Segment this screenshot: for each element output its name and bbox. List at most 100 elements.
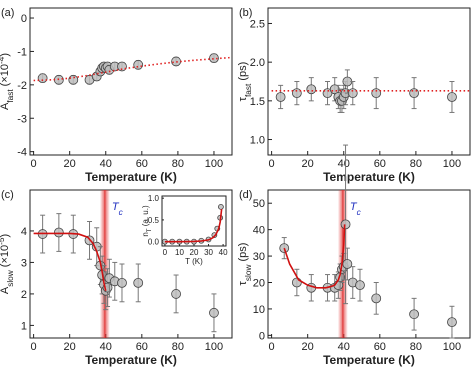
y-axis-label: τfast (ps)	[237, 62, 253, 102]
label-part: slow	[6, 270, 15, 287]
y-tick-label: 30	[253, 251, 265, 263]
y-tick-label: -2	[17, 80, 27, 92]
x-tick-label: 80	[172, 158, 184, 170]
fit-curve	[283, 224, 346, 289]
x-tick-label: 20	[302, 158, 314, 170]
y-axis-label: nT (a. u.)	[141, 205, 153, 237]
label-part: c	[119, 208, 124, 217]
y-tick-label: 0.0	[148, 238, 160, 247]
x-tick-label: 100	[443, 158, 461, 170]
panel-label: (c)	[1, 189, 14, 201]
label-part: slow	[244, 265, 253, 282]
y-tick-label: 40	[253, 225, 265, 237]
x-tick-label: 40	[338, 158, 350, 170]
fit-curve	[33, 232, 107, 291]
x-tick-label: 100	[205, 341, 223, 353]
y-tick-label: 1	[21, 320, 27, 332]
x-tick-label: 100	[205, 158, 223, 170]
y-tick-label: 50	[253, 198, 265, 210]
x-axis-label: Temperature (K)	[323, 170, 415, 184]
label-part: )	[0, 53, 11, 57]
data-point	[37, 73, 48, 84]
label-part: T	[147, 228, 153, 232]
data-point	[133, 277, 144, 288]
y-tick-label: 3	[21, 257, 27, 269]
data-point	[409, 88, 419, 99]
data-point	[409, 309, 419, 320]
label-part: n	[141, 232, 150, 236]
label-part: -5	[0, 237, 6, 245]
label-part: c	[357, 208, 362, 217]
label-part: (×10	[0, 64, 11, 89]
y-tick-label: 2.5	[250, 18, 265, 30]
label-part: T	[112, 201, 120, 213]
x-axis-label: Temperature (K)	[323, 353, 415, 367]
plot-frame	[267, 7, 471, 156]
data-point	[342, 259, 353, 269]
data-point	[447, 92, 457, 102]
y-tick-label: 20	[253, 278, 265, 290]
label-part: (×10	[0, 245, 11, 270]
x-axis-label: Temperature (K)	[85, 170, 177, 184]
x-tick-label: 0	[269, 158, 275, 170]
label-part: (ps)	[237, 62, 249, 84]
panel-label: (d)	[239, 189, 252, 201]
y-tick-label: 1.5	[250, 96, 265, 108]
x-tick-label: 60	[374, 341, 386, 353]
y-tick-label: 10	[253, 304, 265, 316]
data-point	[209, 307, 219, 318]
x-tick-label: 40	[100, 158, 112, 170]
data-point	[371, 88, 382, 99]
fit-curve	[164, 208, 223, 243]
plot-frame	[29, 7, 233, 156]
inset: 0 10 20 30 40 0.0 0.5 1.0 T (K) nT (a. u.)	[141, 194, 228, 266]
x-tick-label: 80	[172, 341, 184, 353]
x-tick-label: 60	[136, 158, 148, 170]
data-point	[53, 227, 64, 238]
panel-label: (a)	[1, 7, 14, 19]
label-part: fast	[6, 89, 15, 103]
x-tick-label: 0	[31, 158, 37, 170]
y-axis-label: τslow (ps)	[237, 243, 253, 286]
x-tick-label: 30	[204, 248, 213, 257]
x-tick-label: 10	[175, 248, 184, 257]
x-axis-label: Temperature (K)	[85, 353, 177, 367]
fit-curve	[33, 56, 233, 82]
data-point	[306, 84, 317, 95]
plot-frame	[267, 189, 471, 339]
data-point	[171, 56, 181, 67]
y-tick-label: 0.5	[148, 216, 160, 225]
y-axis-label: Afast (×10-4)	[0, 53, 15, 110]
data-point	[340, 219, 351, 230]
y-tick-label: -1	[17, 46, 27, 58]
x-tick-label: 20	[64, 341, 76, 353]
y-tick-label: 1.0	[148, 194, 160, 203]
x-tick-label: 40	[219, 248, 228, 257]
tc-label: Tc	[350, 201, 362, 217]
data-point	[171, 289, 181, 299]
data-point	[218, 203, 224, 210]
x-tick-label: 20	[302, 341, 314, 353]
data-point	[291, 277, 302, 288]
label-part: (a. u.)	[141, 205, 150, 228]
data-point	[68, 74, 79, 85]
y-tick-label: 2	[21, 289, 27, 301]
label-part: fast	[244, 83, 253, 97]
data-point	[275, 92, 286, 102]
x-tick-label: 40	[100, 341, 112, 353]
x-tick-label: 20	[64, 158, 76, 170]
label-part: τ	[237, 280, 249, 285]
data-point	[117, 61, 127, 72]
label-part: A	[0, 102, 11, 110]
x-tick-label: 0	[163, 248, 168, 257]
panel: 0 20 40 60 80 100 1.0 1.5 2.0 2.5 Temperature (K) τ…	[237, 7, 471, 184]
x-tick-label: 60	[136, 341, 148, 353]
y-tick-label: -4	[17, 147, 27, 159]
plot-frame	[161, 195, 227, 247]
data-point	[291, 88, 302, 99]
panel: 0 20 40 60 80 100 0 -1 -2 -3 -4 Temperature (K) Afas…	[0, 7, 233, 184]
data-point	[209, 53, 219, 64]
y-axis-label: Aslow (×10-5)	[0, 234, 15, 294]
x-tick-label: 60	[374, 158, 386, 170]
